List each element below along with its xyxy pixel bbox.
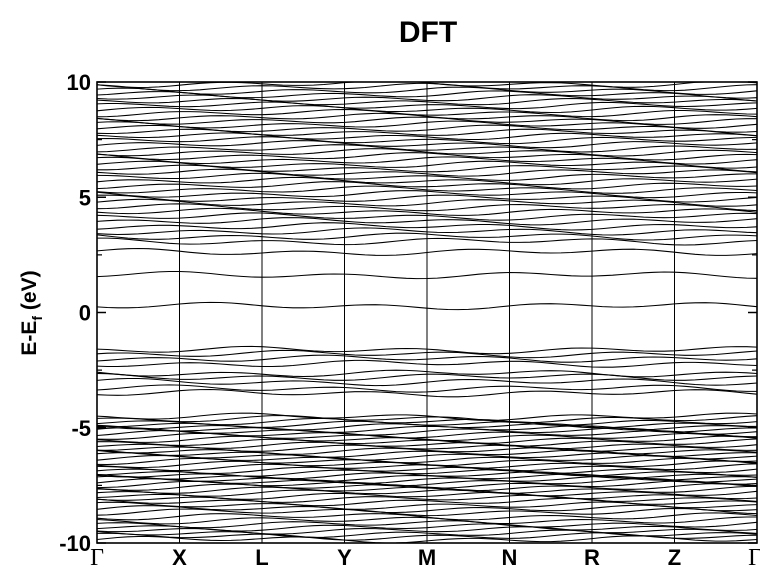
y-axis-label-unit: (eV) (18, 270, 41, 316)
plot-frame (96, 81, 758, 544)
y-tick-label: -10 (59, 531, 91, 556)
x-tick-label: M (418, 545, 436, 570)
x-tick-label: Γ (90, 545, 104, 570)
y-tick-label: -5 (71, 416, 91, 441)
kpoint-lines (179, 82, 675, 543)
x-tick-label: Γ (748, 545, 760, 570)
y-tick-label: 5 (79, 185, 91, 210)
x-tick-label: Y (337, 545, 352, 570)
y-tick-label: 10 (67, 70, 91, 95)
x-tick-label: R (584, 545, 600, 570)
x-tick-label: L (255, 545, 268, 570)
y-axis-label-sub: f (29, 316, 45, 321)
y-axis-label: E-Ef (eV) (18, 270, 45, 355)
y-axis-label-main: E-E (18, 321, 41, 356)
x-tick-label: Z (668, 545, 681, 570)
x-tick-label: X (172, 545, 187, 570)
x-tick-label: N (502, 545, 518, 570)
chart-title: DFT (399, 16, 457, 49)
y-tick-label: 0 (79, 301, 91, 326)
